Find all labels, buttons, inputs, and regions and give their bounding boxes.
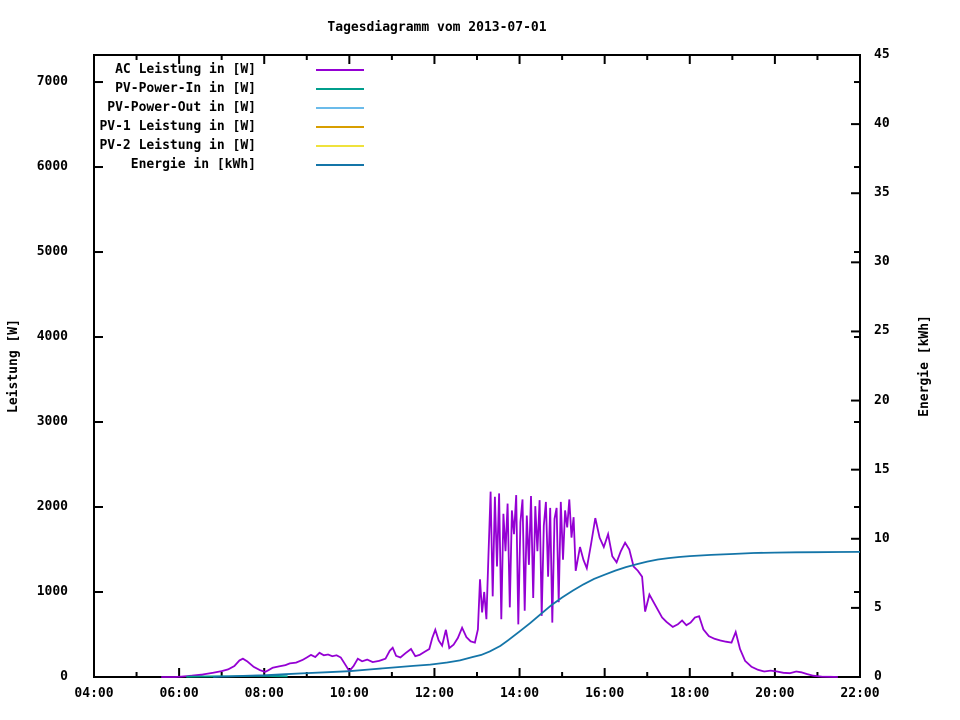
y-right-axis-title: Energie [kWh] — [917, 315, 932, 417]
legend-swatch — [316, 145, 364, 147]
y-right-tick-label: 45 — [874, 47, 890, 62]
legend-label: PV-Power-In in [W] — [115, 81, 256, 96]
y-left-tick-label: 5000 — [36, 244, 68, 260]
y-left-tick-label: 2000 — [36, 499, 68, 514]
series-line-ac-leistung-in-w- — [161, 491, 838, 678]
y-right-tick-label: 40 — [874, 116, 890, 132]
x-tick-label: 12:00 — [414, 686, 454, 701]
y-left-tick-label: 6000 — [36, 159, 68, 175]
x-tick-label: 10:00 — [329, 686, 369, 701]
legend-label: PV-2 Leistung in [W] — [99, 138, 256, 153]
y-left-tick-label: 1000 — [36, 584, 68, 599]
legend-swatch — [316, 69, 364, 71]
y-right-tick-label: 30 — [874, 254, 890, 270]
x-tick-label: 22:00 — [840, 686, 880, 701]
legend-label: PV-Power-Out in [W] — [107, 100, 256, 115]
x-tick-label: 18:00 — [670, 686, 710, 701]
y-right-tick-label: 10 — [874, 530, 890, 546]
x-tick-label: 04:00 — [74, 686, 114, 701]
y-right-tick-label: 5 — [874, 599, 882, 615]
y-right-tick-label: 25 — [874, 323, 890, 339]
x-tick-label: 20:00 — [755, 686, 795, 701]
x-tick-label: 16:00 — [585, 686, 625, 701]
y-left-tick-label: 3000 — [36, 414, 68, 429]
series-line-energie-in-kwh- — [213, 551, 861, 678]
x-tick-label: 08:00 — [244, 686, 284, 701]
y-left-tick-label: 0 — [60, 669, 68, 684]
y-left-axis-title: Leistung [W] — [6, 319, 21, 413]
legend-swatch — [316, 88, 364, 90]
legend-label: Energie in [kWh] — [130, 157, 256, 172]
x-tick-label: 06:00 — [159, 686, 199, 701]
y-right-tick-label: 35 — [874, 185, 890, 201]
legend-swatch — [316, 126, 364, 128]
y-left-tick-label: 4000 — [36, 329, 68, 345]
legend-label: AC Leistung in [W] — [115, 62, 256, 77]
x-tick-label: 14:00 — [499, 686, 540, 701]
legend-label: PV-1 Leistung in [W] — [99, 119, 256, 134]
plot-area — [93, 54, 861, 678]
y-right-tick-label: 20 — [874, 392, 890, 408]
y-right-tick-label: 0 — [874, 669, 882, 684]
legend-swatch — [316, 164, 364, 166]
legend-swatch — [316, 107, 364, 109]
chart-title: Tagesdiagramm vom 2013-07-01 — [327, 20, 547, 35]
y-right-tick-label: 15 — [874, 461, 890, 477]
y-left-tick-label: 7000 — [36, 74, 68, 90]
